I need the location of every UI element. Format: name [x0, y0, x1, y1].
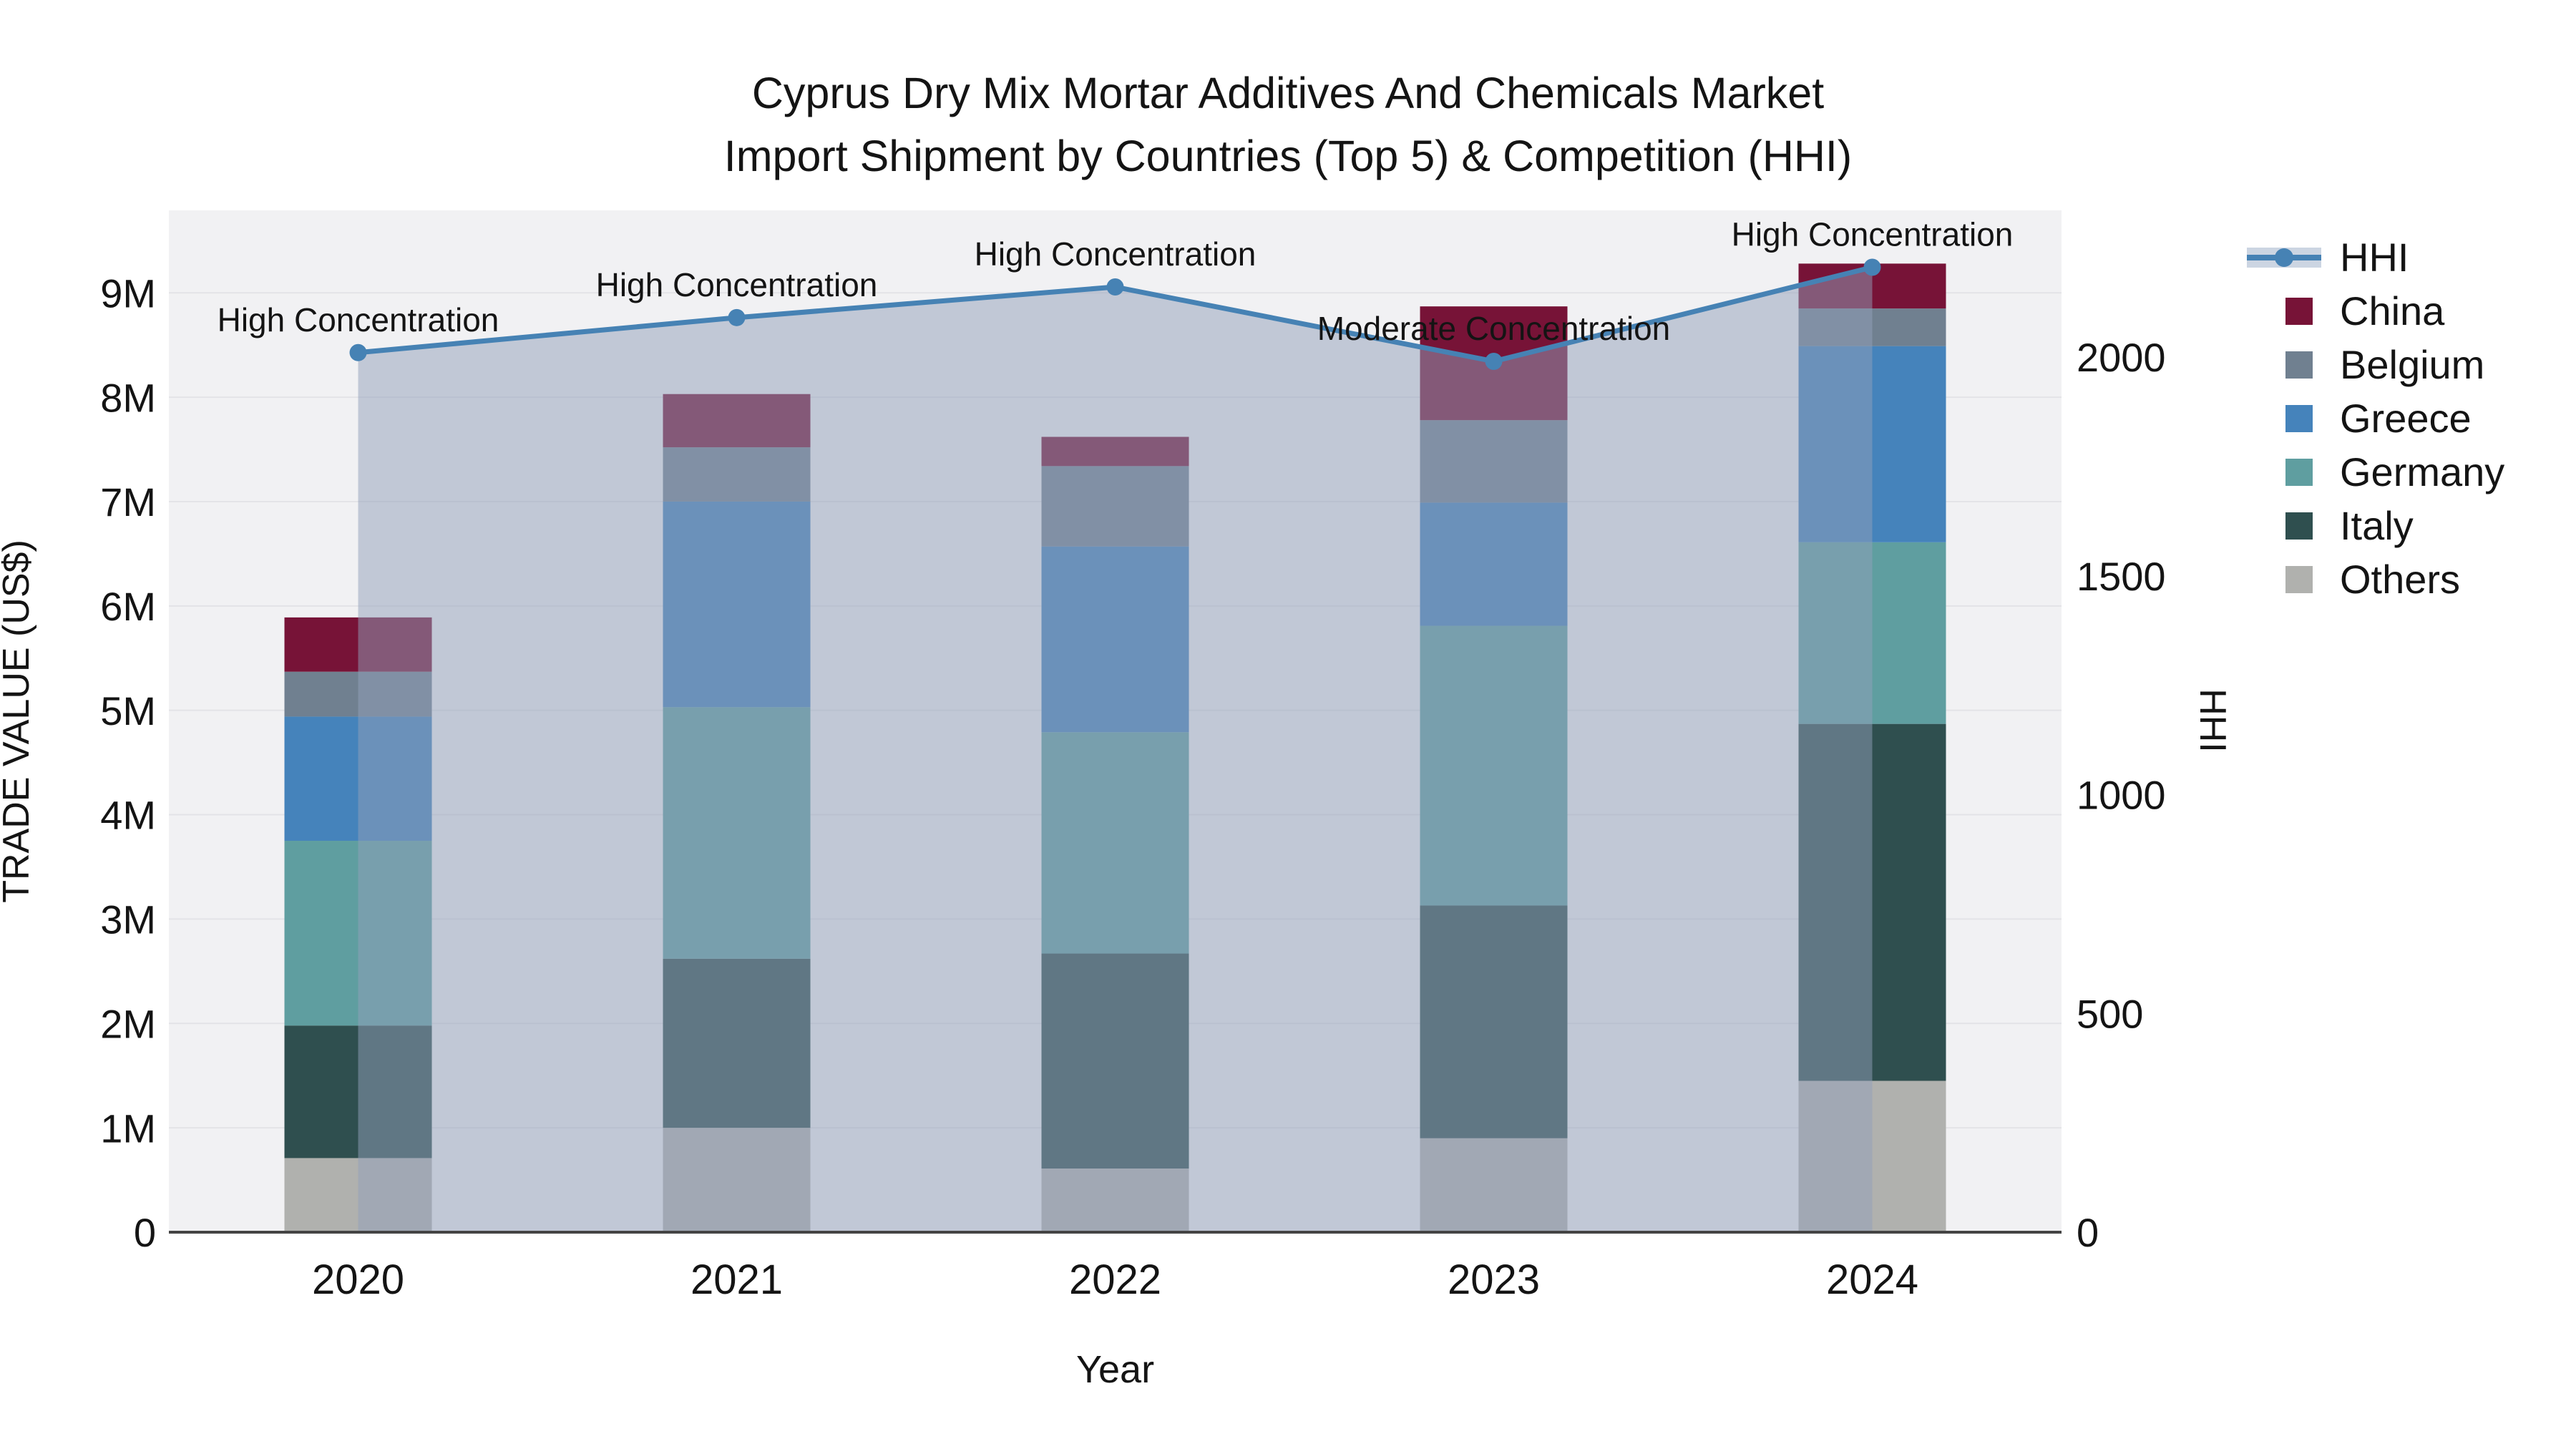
legend-swatch-greece — [2285, 404, 2313, 432]
hhi-marker-2021[interactable] — [728, 308, 746, 326]
hhi-marker-2023[interactable] — [1485, 352, 1503, 370]
x-tick-label: 2020 — [312, 1257, 404, 1303]
y-tick-label: 2M — [100, 1001, 156, 1046]
y2-tick-label: 1000 — [2077, 773, 2166, 818]
legend-label: China — [2340, 288, 2445, 333]
legend-label: HHI — [2340, 235, 2409, 280]
x-tick-label: 2021 — [691, 1257, 783, 1303]
y-tick-label: 8M — [100, 375, 156, 420]
y-tick-label: 3M — [100, 897, 156, 942]
legend-item-greece[interactable]: Greece — [2247, 391, 2504, 445]
legend-label: Greece — [2340, 396, 2472, 441]
annotation-2024: High Concentration — [1732, 216, 2014, 253]
legend: HHI China Belgium Greece Germany Italy Others — [2247, 230, 2504, 606]
hhi-marker-2022[interactable] — [1106, 278, 1124, 296]
legend-item-hhi[interactable]: HHI — [2247, 230, 2504, 284]
y-axis-title: TRADE VALUE (US$) — [0, 540, 37, 903]
y-tick-label: 7M — [100, 479, 156, 525]
y2-axis-title: HHI — [2192, 688, 2233, 753]
legend-item-others[interactable]: Others — [2247, 552, 2504, 606]
legend-swatch-italy — [2285, 512, 2313, 540]
y2-tick-label: 500 — [2077, 991, 2143, 1036]
legend-item-belgium[interactable]: Belgium — [2247, 338, 2504, 391]
hhi-legend-glyph-icon — [2247, 247, 2321, 268]
y2-tick-label: 0 — [2077, 1210, 2099, 1255]
y-tick-label: 6M — [100, 584, 156, 629]
y-tick-label: 4M — [100, 793, 156, 838]
hhi-marker-2024[interactable] — [1863, 258, 1881, 276]
y-tick-label: 5M — [100, 688, 156, 733]
annotation-2023: Moderate Concentration — [1317, 310, 1671, 347]
legend-item-china[interactable]: China — [2247, 284, 2504, 338]
legend-label: Germany — [2340, 449, 2505, 494]
legend-item-germany[interactable]: Germany — [2247, 445, 2504, 499]
legend-swatch-belgium — [2285, 351, 2313, 379]
legend-swatch-germany — [2285, 458, 2313, 486]
legend-label: Others — [2340, 557, 2461, 602]
hhi-marker-2020[interactable] — [349, 343, 367, 361]
annotation-2022: High Concentration — [975, 235, 1257, 273]
hhi-area-fill — [358, 267, 1873, 1233]
x-tick-label: 2023 — [1448, 1257, 1540, 1303]
chart-title-line1: Cyprus Dry Mix Mortar Additives And Chem… — [751, 69, 1825, 117]
legend-swatch-china — [2285, 297, 2313, 325]
y-tick-label: 9M — [100, 270, 156, 316]
annotation-2020: High Concentration — [218, 301, 499, 338]
y-tick-label: 1M — [100, 1106, 156, 1151]
y2-tick-label: 1500 — [2077, 554, 2166, 599]
legend-item-italy[interactable]: Italy — [2247, 499, 2504, 552]
x-tick-label: 2022 — [1069, 1257, 1161, 1303]
y-tick-label: 0 — [134, 1210, 156, 1255]
legend-swatch-others — [2285, 565, 2313, 593]
legend-label: Italy — [2340, 503, 2414, 548]
annotation-2021: High Concentration — [596, 266, 878, 303]
chart-title-line2: Import Shipment by Countries (Top 5) & C… — [723, 132, 1853, 180]
legend-label: Belgium — [2340, 342, 2485, 387]
y2-tick-label: 2000 — [2077, 335, 2166, 380]
x-tick-label: 2024 — [1826, 1257, 1918, 1303]
x-axis-title: Year — [1076, 1348, 1154, 1391]
